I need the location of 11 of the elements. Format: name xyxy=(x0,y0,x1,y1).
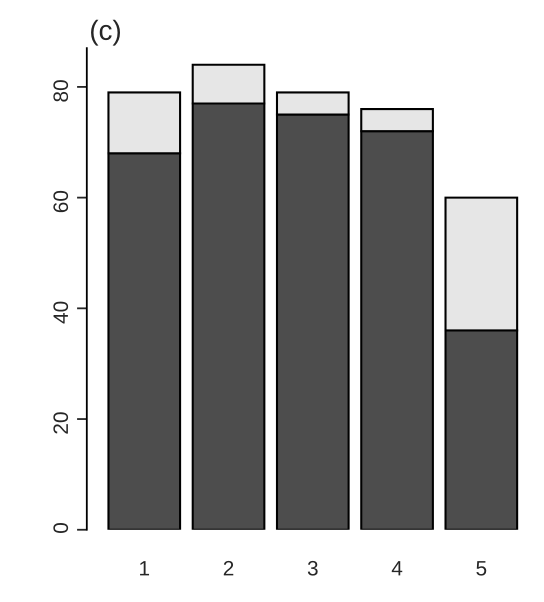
y-tick-label: 20 xyxy=(53,412,68,434)
y-tick-label: 60 xyxy=(53,190,68,212)
chart-title: (c) xyxy=(91,20,120,46)
x-tick-label: 1 xyxy=(140,561,150,576)
y-tick-label: 80 xyxy=(53,80,68,102)
x-tick-label: 4 xyxy=(392,561,402,576)
y-tick-label: 40 xyxy=(53,302,68,324)
x-tick-label: 2 xyxy=(224,560,234,576)
y-tick-label: 0 xyxy=(53,523,68,533)
x-tick-label: 5 xyxy=(476,561,486,576)
x-tick-label: 3 xyxy=(308,560,318,576)
